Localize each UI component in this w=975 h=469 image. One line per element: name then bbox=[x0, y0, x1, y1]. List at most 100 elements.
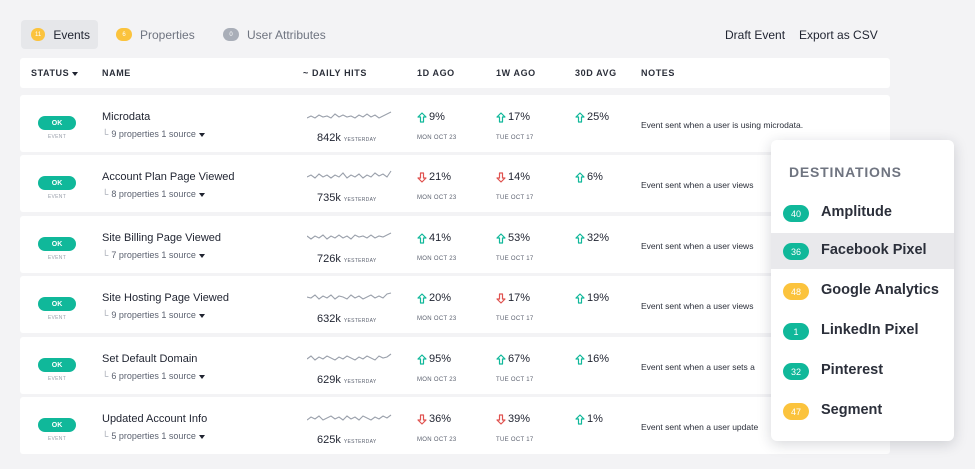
1w-ago-date: TUE OCT 17 bbox=[496, 195, 534, 201]
30d-avg-change: 25% bbox=[575, 111, 609, 123]
destination-item[interactable]: 47 Segment bbox=[771, 393, 954, 429]
daily-hits-sparkline bbox=[307, 353, 392, 361]
tab-properties[interactable]: 6 Properties bbox=[106, 20, 203, 49]
daily-hits-label: YESTERDAY bbox=[343, 258, 377, 264]
arrow-up-icon bbox=[575, 292, 585, 304]
name-column-header: NAME bbox=[102, 68, 131, 78]
1w-ago-value: 39% bbox=[508, 413, 531, 425]
1w-ago-value: 14% bbox=[508, 171, 531, 183]
destination-item[interactable]: 48 Google Analytics bbox=[771, 273, 954, 309]
daily-hits-value: 632k YESTERDAY bbox=[317, 313, 376, 325]
export-csv-button[interactable]: Export as CSV bbox=[799, 28, 878, 42]
event-properties-dropdown[interactable]: └ 6 properties 1 source bbox=[102, 371, 205, 381]
1w-ago-value: 17% bbox=[508, 111, 531, 123]
30d-avg-change: 32% bbox=[575, 232, 609, 244]
status-badge: OK bbox=[38, 418, 76, 432]
corner-icon: └ bbox=[102, 129, 109, 139]
1w-ago-date: TUE OCT 17 bbox=[496, 316, 534, 322]
1w-ago-date: TUE OCT 17 bbox=[496, 437, 534, 443]
arrow-up-icon bbox=[417, 232, 427, 244]
1d-ago-change: 21% bbox=[417, 171, 451, 183]
daily-hits-sparkline bbox=[307, 170, 392, 179]
30d-avg-change: 6% bbox=[575, 171, 603, 183]
event-name[interactable]: Site Billing Page Viewed bbox=[102, 232, 222, 244]
daily-hits-number: 842k bbox=[317, 132, 341, 144]
event-note: Event sent when a user is using microdat… bbox=[641, 120, 804, 130]
1w-ago-change: 14% bbox=[496, 171, 530, 183]
destination-name: Facebook Pixel bbox=[821, 242, 927, 258]
daily-hits-value: 842k YESTERDAY bbox=[317, 132, 376, 144]
event-properties-text: 9 properties 1 source bbox=[111, 129, 196, 139]
destinations-title: DESTINATIONS bbox=[789, 164, 902, 180]
status-badge: OK bbox=[38, 358, 76, 372]
30d-avg-value: 25% bbox=[587, 111, 610, 123]
destination-count-badge: 40 bbox=[783, 205, 809, 222]
event-name[interactable]: Microdata bbox=[102, 111, 151, 123]
corner-icon: └ bbox=[102, 310, 109, 320]
event-properties-dropdown[interactable]: └ 9 properties 1 source bbox=[102, 310, 205, 320]
event-name[interactable]: Updated Account Info bbox=[102, 413, 208, 425]
corner-icon: └ bbox=[102, 189, 109, 199]
arrow-down-icon bbox=[417, 171, 427, 183]
1d-ago-change: 9% bbox=[417, 111, 445, 123]
table-row[interactable]: OK EVENT Account Plan Page Viewed └ 8 proper… bbox=[20, 155, 890, 212]
corner-icon: └ bbox=[102, 371, 109, 381]
status-type-label: EVENT bbox=[47, 315, 67, 321]
event-note: Event sent when a user sets a bbox=[641, 362, 755, 372]
arrow-up-icon bbox=[575, 232, 585, 244]
destination-item[interactable]: 36 Facebook Pixel bbox=[771, 233, 954, 269]
1d-ago-change: 41% bbox=[417, 232, 451, 244]
daily-hits-number: 632k bbox=[317, 313, 341, 325]
1d-ago-value: 41% bbox=[429, 232, 452, 244]
1w-ago-value: 17% bbox=[508, 292, 531, 304]
table-row[interactable]: OK EVENT Set Default Domain └ 6 properties 1… bbox=[20, 337, 890, 394]
event-properties-text: 6 properties 1 source bbox=[111, 371, 196, 381]
arrow-up-icon bbox=[417, 111, 427, 123]
tab-events[interactable]: 11 Events bbox=[21, 20, 98, 49]
event-properties-text: 5 properties 1 source bbox=[111, 431, 196, 441]
arrow-down-icon bbox=[417, 413, 427, 425]
event-properties-dropdown[interactable]: └ 8 properties 1 source bbox=[102, 189, 205, 199]
tab-events-label: Events bbox=[53, 27, 90, 42]
destination-count-badge: 32 bbox=[783, 363, 809, 380]
30d-avg-value: 6% bbox=[587, 171, 603, 183]
destination-item[interactable]: 32 Pinterest bbox=[771, 353, 954, 389]
event-name[interactable]: Account Plan Page Viewed bbox=[102, 171, 235, 183]
1d-ago-value: 9% bbox=[429, 111, 445, 123]
draft-event-button[interactable]: Draft Event bbox=[725, 28, 786, 42]
table-row[interactable]: OK EVENT Updated Account Info └ 5 properties… bbox=[20, 397, 890, 454]
destination-item[interactable]: 1 LinkedIn Pixel bbox=[771, 313, 954, 349]
1d-ago-date: MON OCT 23 bbox=[417, 437, 457, 443]
event-name[interactable]: Set Default Domain bbox=[102, 353, 198, 365]
status-type-label: EVENT bbox=[47, 255, 67, 261]
event-properties-dropdown[interactable]: └ 7 properties 1 source bbox=[102, 250, 205, 260]
chevron-down-icon bbox=[198, 192, 205, 197]
destination-item[interactable]: 40 Amplitude bbox=[771, 195, 954, 231]
notes-column-header: NOTES bbox=[641, 68, 676, 78]
properties-count-badge: 6 bbox=[116, 28, 132, 41]
event-properties-dropdown[interactable]: └ 5 properties 1 source bbox=[102, 431, 205, 441]
destination-count-badge: 47 bbox=[783, 403, 809, 420]
1w-ago-value: 67% bbox=[508, 353, 531, 365]
arrow-up-icon bbox=[496, 111, 506, 123]
daily-hits-label: YESTERDAY bbox=[343, 197, 377, 203]
event-properties-text: 8 properties 1 source bbox=[111, 189, 196, 199]
chevron-down-icon bbox=[198, 253, 205, 258]
tab-user-attributes[interactable]: 0 User Attributes bbox=[213, 20, 334, 49]
1w-ago-change: 39% bbox=[496, 413, 530, 425]
table-row[interactable]: OK EVENT Site Hosting Page Viewed └ 9 proper… bbox=[20, 276, 890, 333]
1d-ago-column-header: 1D AGO bbox=[417, 68, 455, 78]
table-row[interactable]: OK EVENT Site Billing Page Viewed └ 7 proper… bbox=[20, 216, 890, 273]
arrow-down-icon bbox=[496, 292, 506, 304]
30d-avg-column-header: 30D AVG bbox=[575, 68, 617, 78]
1w-ago-column-header: 1W AGO bbox=[496, 68, 536, 78]
event-properties-dropdown[interactable]: └ 9 properties 1 source bbox=[102, 129, 205, 139]
chevron-down-icon bbox=[198, 434, 205, 439]
daily-hits-sparkline bbox=[307, 414, 392, 421]
status-column-header[interactable]: STATUS bbox=[31, 68, 79, 78]
event-name[interactable]: Site Hosting Page Viewed bbox=[102, 292, 229, 304]
arrow-up-icon bbox=[575, 171, 585, 183]
table-row[interactable]: OK EVENT Microdata └ 9 properties 1 source 84… bbox=[20, 95, 890, 152]
daily-hits-sparkline bbox=[307, 232, 392, 240]
30d-avg-change: 16% bbox=[575, 353, 609, 365]
